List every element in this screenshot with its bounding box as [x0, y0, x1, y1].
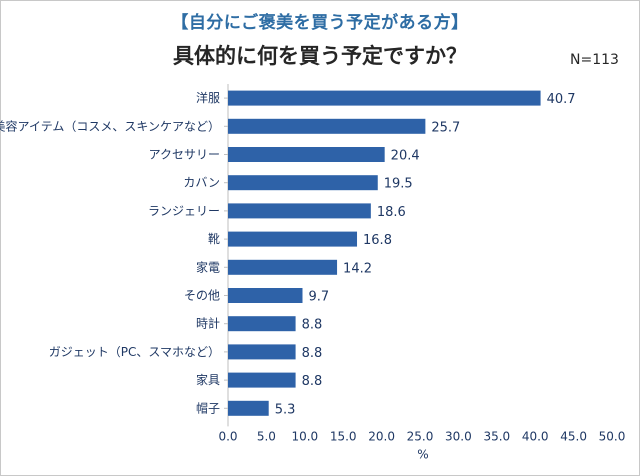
category-label-4: カバン — [183, 176, 220, 190]
value-label-1: 40.7 — [547, 92, 576, 107]
value-label-5: 18.6 — [377, 205, 406, 220]
value-label-2: 25.7 — [431, 120, 460, 135]
bar-3 — [228, 147, 385, 162]
x-tick-label-7: 30.0 — [445, 429, 472, 443]
value-label-10: 8.8 — [302, 346, 323, 361]
value-label-4: 19.5 — [384, 177, 413, 192]
category-label-12: 帽子 — [196, 400, 220, 415]
x-tick-label-9: 40.0 — [522, 429, 549, 443]
value-label-6: 16.8 — [363, 233, 392, 248]
x-tick-label-1: 0.0 — [218, 429, 237, 443]
x-tick-label-11: 50.0 — [599, 429, 626, 443]
category-label-3: アクセサリー — [149, 148, 220, 162]
category-label-2: 美容アイテム（コスメ、スキンケアなど） — [0, 118, 220, 133]
chart-subtitle: 【自分にご褒美を買う予定がある方】 — [171, 13, 469, 33]
bar-7 — [228, 259, 338, 275]
bar-11 — [228, 372, 296, 388]
category-label-10: ガジェット（PC、スマホなど） — [49, 345, 220, 359]
category-label-1: 洋服 — [196, 90, 220, 105]
value-label-9: 8.8 — [302, 318, 323, 333]
x-tick-label-10: 45.0 — [560, 429, 587, 443]
x-tick-label-4: 15.0 — [330, 429, 357, 443]
bar-12 — [228, 400, 269, 416]
category-label-7: 家電 — [196, 259, 220, 274]
bar-2 — [228, 118, 426, 134]
value-label-12: 5.3 — [275, 402, 296, 417]
category-label-6: 靴 — [208, 232, 220, 246]
bar-5 — [228, 203, 371, 219]
x-tick-label-6: 25.0 — [407, 429, 434, 443]
x-axis-title: % — [417, 447, 428, 461]
sample-size-label: N=113 — [570, 52, 619, 68]
bar-9 — [228, 316, 296, 332]
x-tick-label-3: 10.0 — [291, 429, 318, 443]
value-label-7: 14.2 — [343, 261, 372, 276]
value-label-11: 8.8 — [302, 374, 323, 389]
category-label-11: 家具 — [196, 372, 220, 387]
bar-1 — [228, 90, 541, 106]
x-tick-label-8: 35.0 — [483, 429, 510, 443]
bar-10 — [228, 344, 296, 360]
bar-6 — [228, 231, 358, 247]
value-label-8: 9.7 — [308, 290, 329, 305]
x-tick-label-2: 5.0 — [257, 429, 276, 443]
category-label-5: ランジェリー — [148, 204, 220, 218]
x-tick-label-5: 20.0 — [368, 429, 395, 443]
category-label-9: 時計 — [196, 316, 220, 331]
value-label-3: 20.4 — [391, 149, 420, 164]
bar-4 — [228, 175, 378, 191]
category-label-8: その他 — [184, 289, 220, 303]
chart-title: 具体的に何を買う予定ですか？ — [173, 44, 467, 68]
bar-8 — [228, 288, 303, 303]
